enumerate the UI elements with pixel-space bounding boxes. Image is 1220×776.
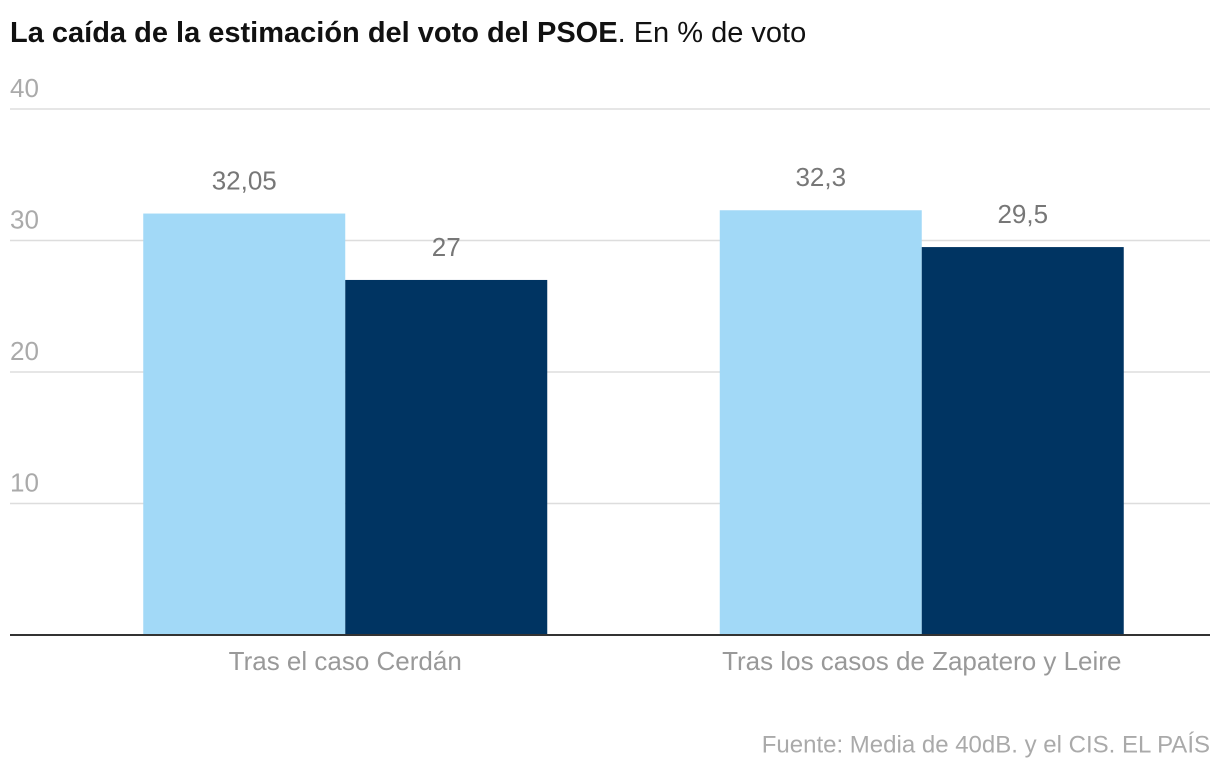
value-label: 32,3	[795, 162, 846, 192]
value-label: 32,05	[212, 165, 277, 195]
value-label: 29,5	[997, 199, 1048, 229]
x-tick-label: Tras los casos de Zapatero y Leire	[722, 646, 1121, 676]
bar	[143, 213, 346, 636]
chart-title-line: La caída de la estimación del voto del P…	[10, 17, 806, 49]
bar	[345, 279, 548, 635]
bar	[921, 247, 1124, 635]
x-tick-label: Tras el caso Cerdán	[229, 646, 462, 676]
value-label: 27	[432, 232, 461, 262]
chart-title: La caída de la estimación del voto del P…	[10, 17, 618, 49]
chart-subtitle: . En % de voto	[618, 17, 807, 49]
y-tick-label: 20	[10, 336, 39, 366]
source: Fuente: Media de 40dB. y el CIS. EL PAÍS	[762, 731, 1210, 758]
y-tick-label: 30	[10, 204, 39, 234]
y-tick-label: 40	[10, 73, 39, 103]
y-tick-label: 10	[10, 467, 39, 497]
bar	[719, 210, 922, 635]
